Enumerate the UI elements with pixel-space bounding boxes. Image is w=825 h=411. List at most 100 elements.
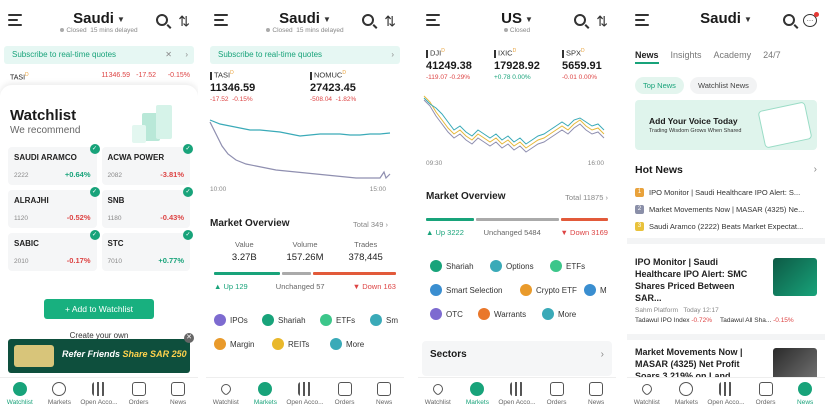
sm-shortcut[interactable]: Sm	[370, 314, 398, 326]
tab-news-section[interactable]: News	[635, 50, 659, 64]
check-icon[interactable]: ✓	[89, 187, 100, 197]
check-icon[interactable]: ✓	[183, 144, 193, 154]
chevron-right-icon: ›	[391, 50, 394, 59]
search-icon[interactable]	[362, 14, 374, 26]
header: Saudi ▼ Closed 15 mins delayed ⇅	[0, 6, 198, 38]
index-tasi[interactable]: TASID 11346.59 -17.52 -0.15%	[210, 70, 256, 103]
tab-open-account[interactable]: Open Acco...	[497, 378, 537, 411]
referral-promo-banner[interactable]: Refer Friends Share SAR 250	[8, 339, 190, 373]
check-icon[interactable]: ✓	[183, 230, 193, 240]
warrants-shortcut[interactable]: Warrants	[478, 308, 526, 320]
recommended-stock-card[interactable]: STC 7010 +0.77% ✓	[101, 230, 193, 271]
tab-news[interactable]: News	[364, 378, 404, 411]
add-to-watchlist-button[interactable]: + Add to Watchlist	[44, 299, 154, 319]
hot-news-item[interactable]: 1 IPO Monitor | Saudi Healthcare IPO Aler…	[635, 184, 817, 201]
options-shortcut[interactable]: Options	[490, 260, 534, 272]
ipos-shortcut[interactable]: IPOs	[214, 314, 248, 326]
tab-news[interactable]: News	[158, 378, 198, 411]
swap-icon[interactable]: ⇅	[178, 13, 190, 29]
subscribe-banner[interactable]: Subscribe to real-time quotes ›	[210, 46, 400, 64]
tab-open-account[interactable]: Open Acco...	[79, 378, 119, 411]
tab-academy[interactable]: Academy	[713, 50, 752, 60]
hot-news-item[interactable]: 3 Saudi Aramco (2222) Beats Market Expect…	[635, 218, 817, 235]
tab-watchlist[interactable]: Watchlist	[0, 378, 40, 411]
shariah-shortcut[interactable]: Shariah	[430, 260, 474, 272]
market-selector[interactable]: Saudi ▼	[279, 10, 331, 27]
tab-orders[interactable]: Orders	[119, 378, 159, 411]
check-icon[interactable]: ✓	[89, 230, 100, 240]
recommended-stock-card[interactable]: ALRAJHI 1120 -0.52% ✓	[8, 187, 100, 228]
tab-24-7[interactable]: 24/7	[763, 50, 781, 60]
market-total[interactable]: Total 11875 ›	[565, 193, 608, 202]
etfs-shortcut[interactable]: ETFs	[550, 260, 585, 272]
subscribe-banner[interactable]: Subscribe to real-time quotes ✕ ›	[4, 46, 194, 64]
markets-us-screen: US ▼ Closed ⇅ DJID 41249.38 -119.07 -0.29…	[418, 0, 616, 411]
market-selector[interactable]: US ▼	[501, 10, 533, 27]
tab-watchlist[interactable]: Watchlist	[206, 378, 246, 411]
close-promo-icon[interactable]: ✕	[184, 333, 194, 343]
search-icon[interactable]	[574, 14, 586, 26]
smart-selection-shortcut[interactable]: Smart Selection	[430, 284, 502, 296]
chip-top-news[interactable]: Top News	[635, 77, 684, 94]
recommended-stock-card[interactable]: SNB 1180 -0.43% ✓	[101, 187, 193, 228]
orders-icon	[337, 382, 352, 396]
news-article[interactable]: IPO Monitor | Saudi Healthcare IPO Alert…	[635, 256, 817, 324]
market-selector[interactable]: Saudi ▼	[73, 10, 125, 27]
recommended-stock-card[interactable]: SAUDI ARAMCO 2222 +0.64% ✓	[8, 144, 100, 185]
tab-watchlist[interactable]: Watchlist	[627, 378, 667, 411]
tab-watchlist[interactable]: Watchlist	[418, 378, 458, 411]
ad-headline: Add Your Voice Today	[649, 116, 738, 126]
sectors-card[interactable]: Sectors ›	[422, 341, 612, 376]
menu-icon[interactable]	[426, 14, 440, 26]
tab-open-account[interactable]: Open Acco...	[706, 378, 746, 411]
m-shortcut[interactable]: M	[584, 284, 607, 296]
watchlist-screen: Saudi ▼ Closed 15 mins delayed ⇅ Subscrib…	[0, 0, 198, 411]
market-total[interactable]: Total 349 ›	[352, 220, 388, 229]
menu-icon[interactable]	[214, 14, 228, 26]
search-icon[interactable]	[783, 14, 795, 26]
index-dji[interactable]: DJID 41249.38 -119.07 -0.29%	[426, 48, 472, 81]
menu-icon[interactable]	[635, 14, 649, 26]
hot-news-item[interactable]: 2 Market Movements Now | MASAR (4325) Ne.…	[635, 201, 817, 218]
tab-orders[interactable]: Orders	[537, 378, 577, 411]
community-ad-banner[interactable]: Add Your Voice Today Trading Wisdom Grow…	[635, 100, 817, 150]
margin-shortcut[interactable]: Margin	[214, 338, 254, 350]
tab-insights[interactable]: Insights	[670, 50, 702, 60]
tasi-ticker[interactable]: TASID 11346.59 -17.52 -0.15%	[10, 72, 190, 82]
tab-news[interactable]: News	[576, 378, 616, 411]
check-icon[interactable]: ✓	[89, 144, 100, 154]
intraday-chart[interactable]	[206, 112, 404, 190]
check-icon[interactable]: ✓	[183, 187, 193, 197]
market-selector[interactable]: Saudi ▼	[700, 10, 752, 27]
tab-markets[interactable]: Markets	[667, 378, 707, 411]
menu-icon[interactable]	[8, 14, 22, 26]
tab-markets[interactable]: Markets	[246, 378, 286, 411]
more-shortcut[interactable]: More	[330, 338, 364, 350]
tab-markets[interactable]: Markets	[40, 378, 80, 411]
chat-icon[interactable]: …	[803, 12, 819, 27]
reits-shortcut[interactable]: REITs	[272, 338, 309, 350]
chip-watchlist-news[interactable]: Watchlist News	[689, 77, 757, 94]
index-ixic[interactable]: IXICD 17928.92 +0.78 0.00%	[494, 48, 540, 81]
tab-orders[interactable]: Orders	[746, 378, 786, 411]
index-spx[interactable]: SPXD 5659.91 -0.01 0.00%	[562, 48, 602, 81]
shariah-shortcut[interactable]: Shariah	[262, 314, 306, 326]
recommended-stock-card[interactable]: ACWA POWER 2082 -3.81% ✓	[101, 144, 193, 185]
recommended-stock-card[interactable]: SABIC 2010 -0.17% ✓	[8, 230, 100, 271]
swap-icon[interactable]: ⇅	[384, 13, 396, 29]
tab-news[interactable]: News	[785, 378, 825, 411]
tab-orders[interactable]: Orders	[325, 378, 365, 411]
index-nomuc[interactable]: NOMUCD 27423.45 -508.04 -1.82%	[310, 70, 357, 103]
otc-shortcut[interactable]: OTC	[430, 308, 463, 320]
crypto-etf-shortcut[interactable]: Crypto ETF	[520, 284, 577, 296]
tab-open-account[interactable]: Open Acco...	[285, 378, 325, 411]
tab-markets[interactable]: Markets	[458, 378, 498, 411]
search-icon[interactable]	[156, 14, 168, 26]
create-own-link[interactable]: Create your own	[69, 331, 129, 340]
chevron-right-icon[interactable]: ›	[813, 164, 817, 175]
us-intraday-chart[interactable]	[418, 90, 616, 160]
etfs-shortcut[interactable]: ETFs	[320, 314, 355, 326]
close-icon[interactable]: ✕	[165, 50, 172, 59]
swap-icon[interactable]: ⇅	[596, 13, 608, 29]
more-shortcut[interactable]: More	[542, 308, 576, 320]
